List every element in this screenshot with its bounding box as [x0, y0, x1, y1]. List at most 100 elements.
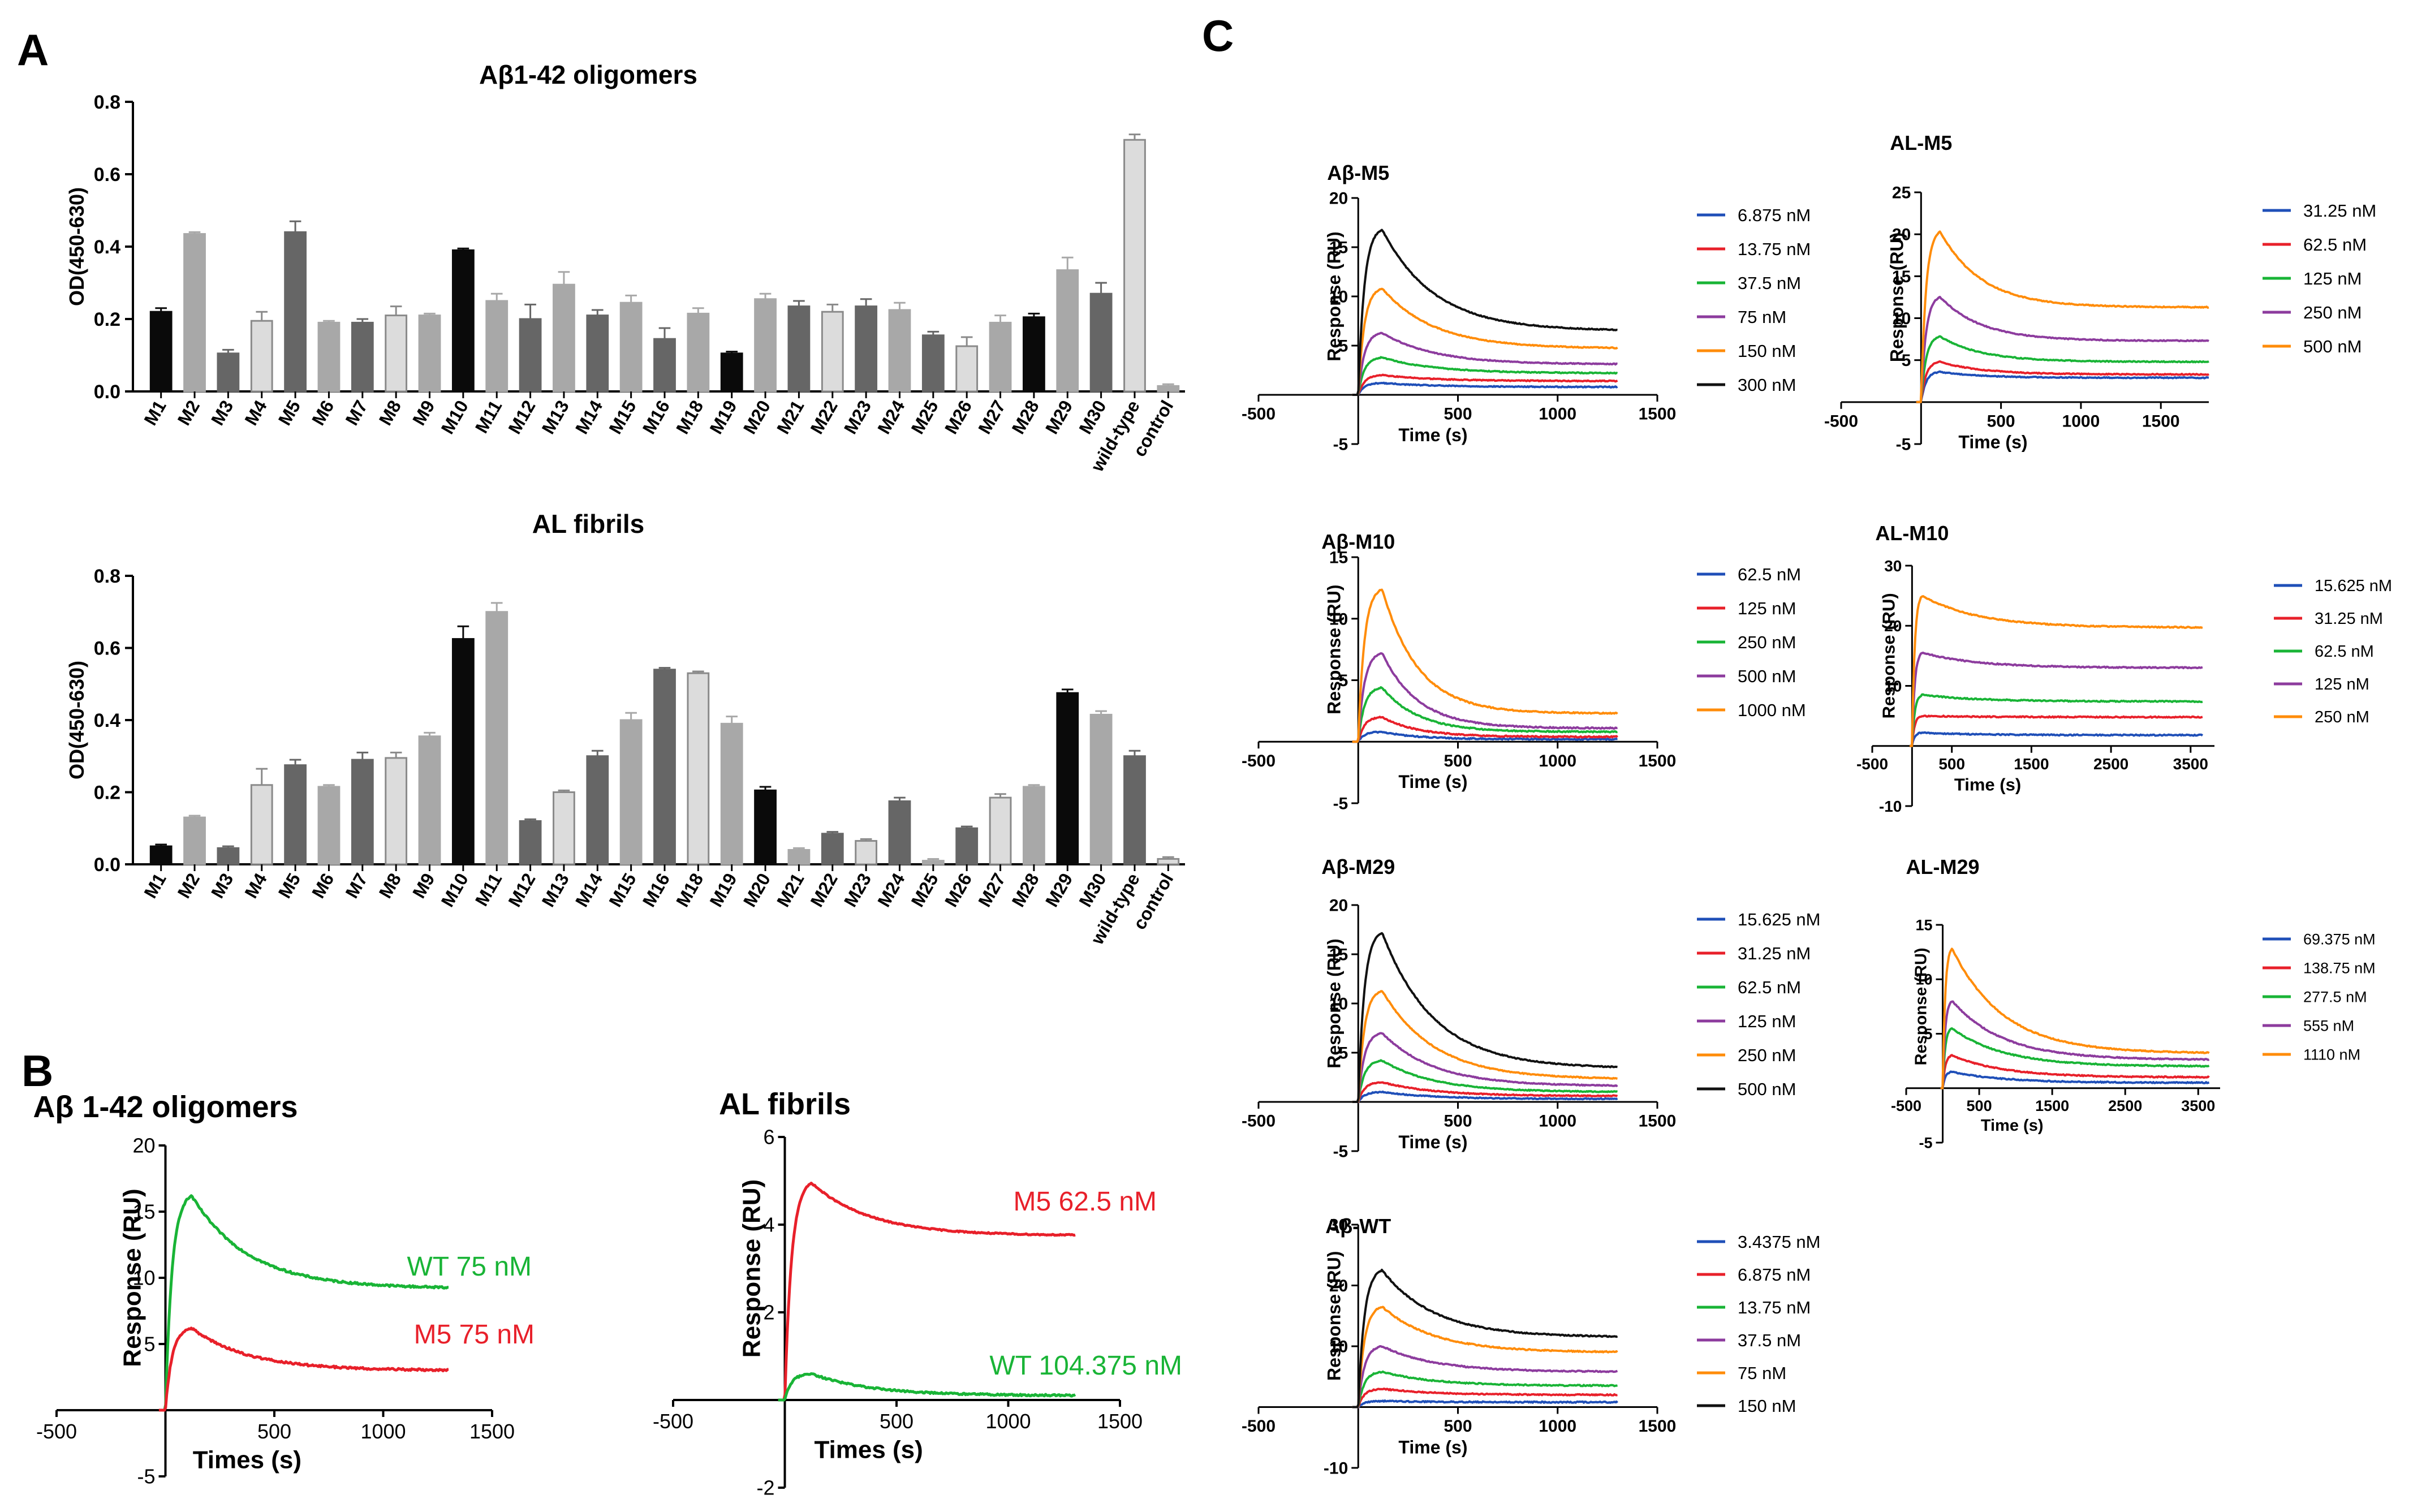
x-tick-label: M29	[1041, 397, 1076, 438]
bar	[553, 791, 575, 865]
x-tick-label: M7	[341, 870, 371, 902]
bar	[317, 786, 341, 865]
bar	[619, 301, 643, 393]
series-line	[1940, 947, 2210, 1089]
x-tick-label: M9	[408, 870, 438, 902]
bar	[385, 315, 408, 393]
y-tick-label: 0.0	[94, 854, 120, 876]
x-tick-label: M3	[207, 397, 237, 429]
bar-chart-a1: Aβ1-42 oligomers 0.0 0.2 0.4 0.6 0.8 OD(450-63…	[65, 60, 1185, 475]
legend-label: 37.5 nM	[1738, 273, 1801, 293]
line-chart-c3: Aβ-M10 -500 500 1000 1500 -5 5 10 15 Time (s) Resp…	[1242, 530, 1806, 813]
x-tick-label: M9	[408, 397, 438, 429]
bar	[1023, 786, 1045, 865]
x-tick-label: M8	[375, 870, 405, 902]
series-line	[1352, 730, 1618, 743]
series-line	[1352, 229, 1618, 396]
x-tick-label: 3500	[2181, 1097, 2215, 1114]
series-line	[1910, 693, 2203, 747]
x-tick-label: -500	[1891, 1097, 1921, 1114]
bar	[921, 334, 945, 393]
legend-label: 15.625 nM	[2315, 577, 2392, 595]
x-tick-label: M26	[941, 397, 976, 438]
chart-title: Aβ-M5	[1327, 161, 1389, 184]
legend-label: 300 nM	[1738, 375, 1796, 395]
x-tick-label: M8	[375, 397, 405, 429]
y-tick-label: 15	[1329, 946, 1348, 964]
x-tick-label: 500	[880, 1410, 914, 1433]
x-tick-label: 1500	[1639, 1417, 1677, 1436]
x-tick-label: M25	[907, 870, 942, 911]
bar	[787, 849, 811, 865]
line-chart-b2: AL fibrils -500 500 1000 1500 -2 2 4 6 Times (s) R…	[653, 1087, 1182, 1500]
y-tick-label: 20	[1329, 189, 1348, 208]
x-tick-label: -500	[1242, 405, 1276, 424]
bar	[955, 345, 979, 393]
legend-label: 150 nM	[1738, 1396, 1796, 1416]
series-line	[1940, 1070, 2210, 1089]
x-tick-label: 1500	[1097, 1410, 1143, 1433]
bar	[586, 755, 609, 865]
x-tick-label: 1000	[1539, 752, 1576, 770]
series-line	[1352, 1345, 1618, 1408]
bar	[149, 845, 173, 865]
bar	[855, 305, 878, 393]
bar	[754, 298, 777, 393]
x-tick-label: M18	[672, 397, 707, 438]
x-tick-label: M20	[739, 397, 774, 438]
x-tick-label: M27	[974, 397, 1009, 438]
legend-label: 250 nM	[1738, 1045, 1796, 1065]
series-line	[1940, 1027, 2210, 1089]
y-axis-label: Response (RU)	[738, 1179, 766, 1358]
bar	[519, 318, 542, 393]
legend-label: 150 nM	[1738, 341, 1796, 361]
x-tick-label: 2500	[2108, 1097, 2142, 1114]
legend-label: 125 nM	[2315, 675, 2369, 693]
line-chart-b1: Aβ 1-42 oligomers -500 500 1000 1500 -5 5 10 15 2…	[33, 1090, 535, 1488]
series-line	[1352, 381, 1618, 396]
y-tick-label: -5	[1919, 1134, 1933, 1151]
legend-label: 250 nM	[2303, 303, 2362, 322]
series-line	[1352, 990, 1618, 1103]
bar	[1123, 139, 1146, 393]
x-tick-label: 1500	[2035, 1097, 2069, 1114]
legend-label: 31.25 nM	[2303, 201, 2376, 221]
y-tick-label: 0.6	[94, 164, 120, 186]
bar	[149, 311, 173, 393]
series-label: M5 62.5 nM	[1014, 1187, 1157, 1217]
chart-title: Aβ 1-42 oligomers	[33, 1090, 298, 1124]
y-tick-label: -10	[1879, 798, 1902, 815]
series-line	[1352, 1059, 1618, 1103]
legend-label: 500 nM	[1738, 666, 1796, 686]
legend-label: 69.375 nM	[2303, 931, 2376, 947]
x-tick-label: -500	[1242, 1417, 1276, 1436]
x-tick-label: M5	[274, 870, 304, 902]
x-tick-label: M5	[274, 397, 304, 429]
bar	[351, 759, 374, 865]
y-tick-label: 0.8	[94, 92, 120, 113]
x-tick-label: 3500	[2173, 755, 2208, 773]
bar	[485, 300, 509, 393]
series-line	[1352, 686, 1618, 743]
y-tick-label: 15	[132, 1200, 155, 1224]
series-line	[1352, 652, 1618, 743]
x-tick-label: M26	[941, 870, 976, 911]
bar	[1157, 385, 1180, 393]
x-tick-label: M30	[1075, 870, 1110, 911]
x-tick-label: M18	[672, 870, 707, 911]
x-tick-label: M21	[773, 397, 808, 438]
bar	[821, 311, 844, 393]
legend-label: 62.5 nM	[2315, 643, 2374, 661]
series-line	[1910, 731, 2204, 747]
legend-label: 125 nM	[1738, 1011, 1796, 1031]
y-axis-label: Response (RU)	[1912, 947, 1931, 1065]
y-tick-label: 20	[1884, 617, 1902, 635]
y-axis-label: OD(450-630)	[65, 187, 88, 306]
x-axis-label: Time (s)	[1398, 1132, 1467, 1152]
x-tick-label: 500	[257, 1420, 291, 1443]
x-tick-label: M25	[907, 397, 942, 438]
y-tick-label: -10	[1324, 1459, 1348, 1478]
x-tick-label: 500	[1967, 1097, 1992, 1114]
x-tick-label: -500	[1242, 1112, 1276, 1131]
